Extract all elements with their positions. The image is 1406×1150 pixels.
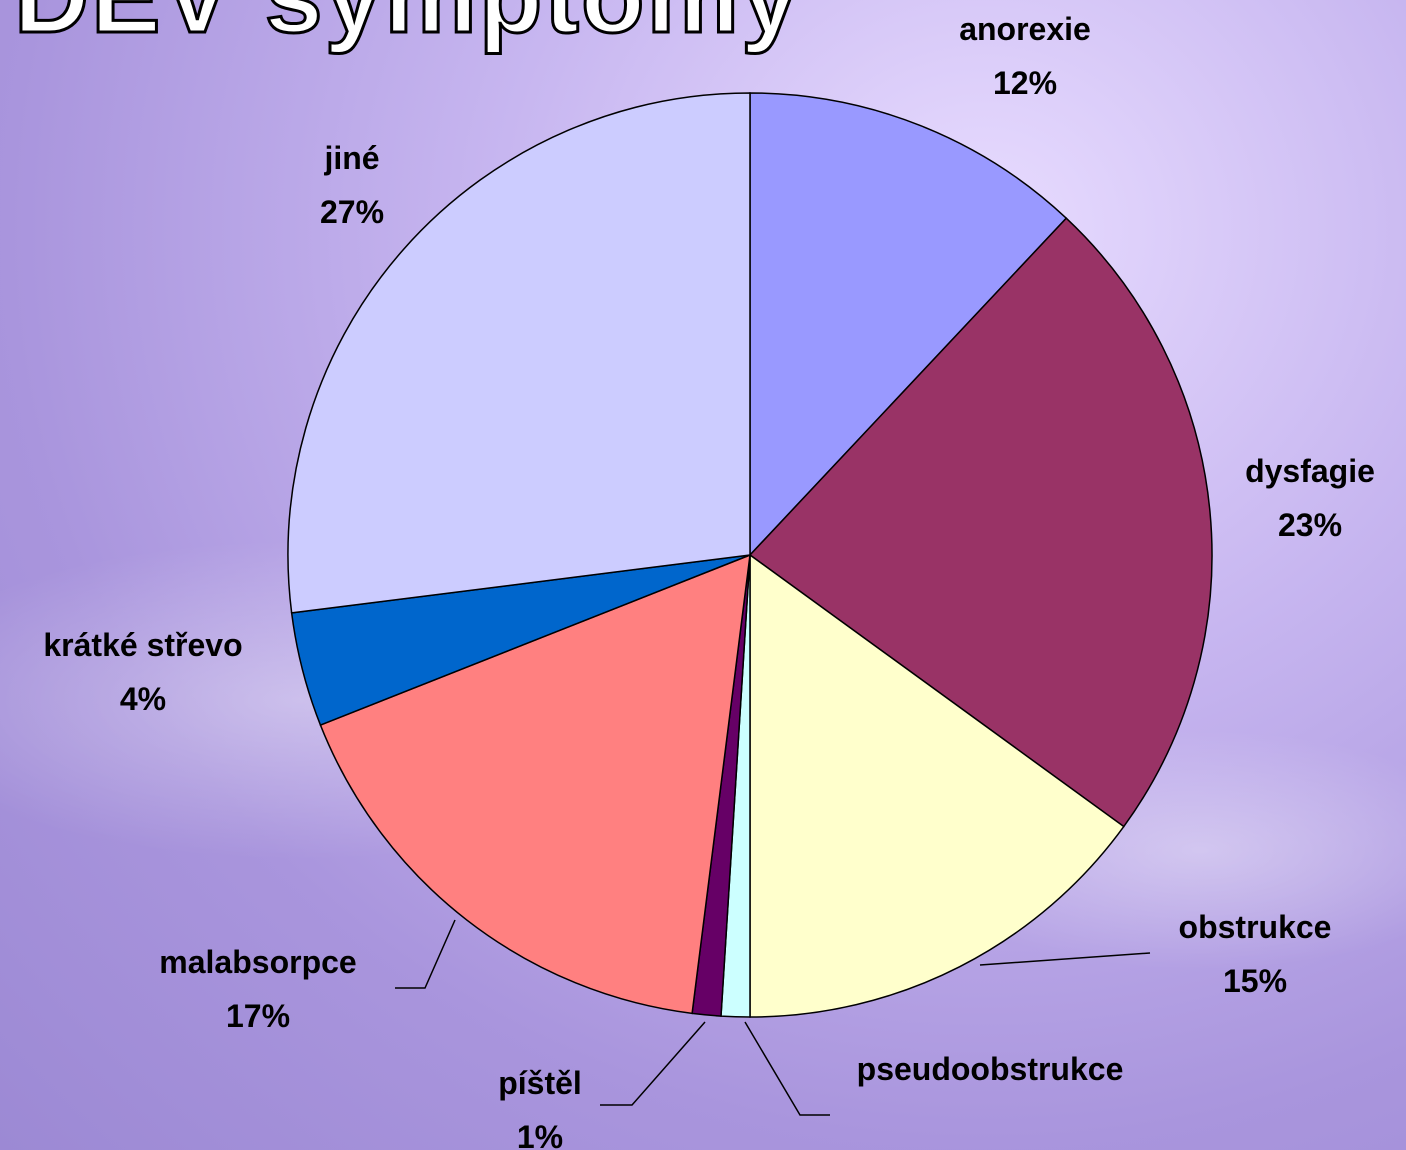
slice-label: dysfagie — [1245, 453, 1375, 489]
slice-label: krátké střevo — [43, 627, 243, 663]
leader-line — [600, 1021, 706, 1106]
slice-label: obstrukce — [1178, 909, 1332, 945]
slice-value-label: 17% — [225, 998, 291, 1034]
slice-value-label: 1% — [516, 1119, 564, 1150]
pie-slice — [749, 92, 1068, 557]
slice-value-label: 27% — [319, 194, 385, 230]
slice-value-label: 23% — [1277, 507, 1343, 543]
pie-slice — [749, 553, 1125, 1018]
slice-label: pseudoobstrukce — [856, 1051, 1124, 1087]
slice-label: anorexie — [959, 11, 1091, 47]
leader-line — [979, 952, 1151, 966]
pie-slice — [748, 217, 1213, 828]
slice-value-label: 15% — [1222, 963, 1288, 999]
slice-value-label: 12% — [992, 65, 1058, 101]
slice-label: jiné — [324, 140, 380, 176]
pie-slice — [287, 92, 751, 614]
chart-title: DEV symptomy — [13, 0, 801, 57]
slice-value-label: 4% — [119, 681, 167, 717]
slice-label: malabsorpce — [159, 944, 357, 980]
pie-slice — [319, 553, 751, 1015]
leader-line — [744, 1021, 830, 1116]
slice-label: píštěl — [498, 1065, 582, 1101]
leader-line — [395, 919, 456, 989]
